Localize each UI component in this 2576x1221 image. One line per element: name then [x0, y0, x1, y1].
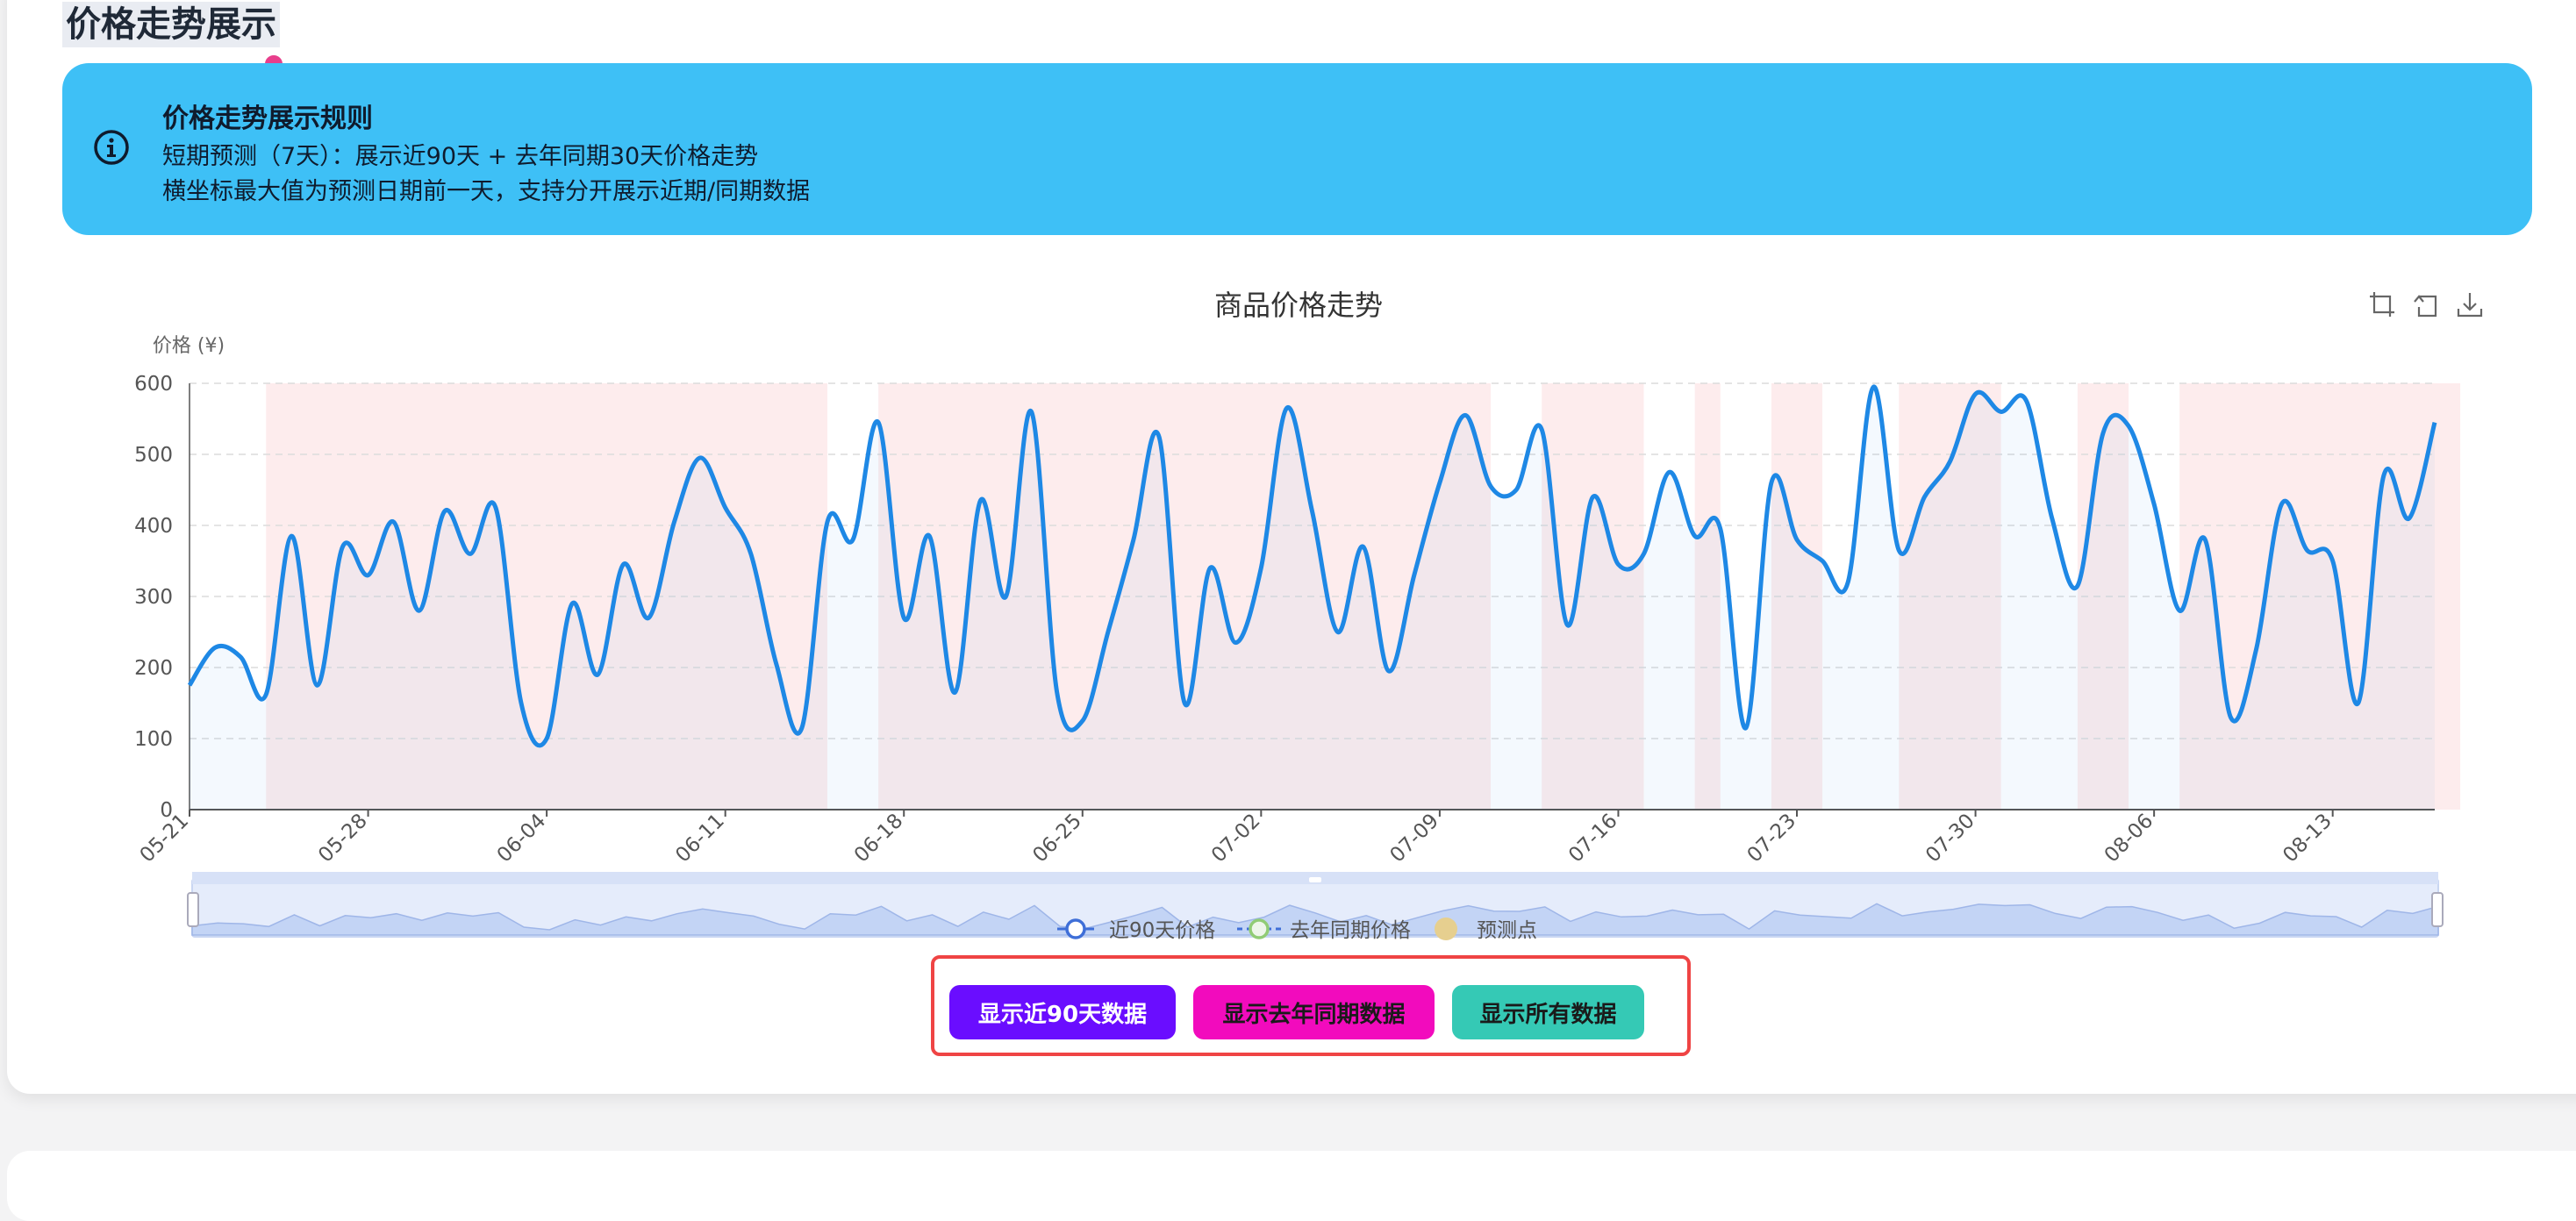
x-tick-label: 06-25	[1028, 810, 1086, 868]
zoom-select-tool[interactable]	[2367, 289, 2397, 319]
chart-legend: 近90天价格 去年同期价格 预测点	[1057, 918, 1537, 942]
datazoom-left-handle[interactable]	[187, 892, 199, 927]
chart-title: 商品价格走势	[1213, 289, 1383, 322]
info-title: 价格走势展示规则	[162, 104, 373, 134]
page-title: 价格走势展示	[62, 2, 280, 47]
crop-icon	[2370, 292, 2394, 317]
price-line-series	[187, 384, 2437, 748]
datazoom-top-handle[interactable]	[1309, 877, 1321, 882]
info-icon	[94, 130, 129, 165]
x-tick-label: 07-02	[1207, 810, 1265, 868]
info-rule-line-2: 横坐标最大值为预测日期前一天，支持分开展示近期/同期数据	[162, 178, 811, 205]
legend-item-forecast[interactable]: 预测点	[1435, 918, 1537, 942]
legend-label-last-year: 去年同期价格	[1290, 919, 1411, 942]
datazoom-preview-area	[191, 903, 2439, 936]
x-tick-label: 08-06	[2100, 810, 2158, 868]
x-tick-label: 06-04	[493, 810, 551, 868]
datazoom-slider[interactable]	[187, 872, 2444, 938]
save-image-tool[interactable]	[2455, 289, 2485, 319]
x-tick-label: 08-13	[2279, 810, 2336, 868]
y-tick-label: 0	[160, 799, 173, 822]
y-tick-label: 100	[134, 728, 173, 751]
legend-item-recent[interactable]: 近90天价格	[1057, 918, 1215, 942]
price-area	[190, 386, 2435, 810]
y-tick-label: 300	[134, 586, 173, 609]
download-icon	[2457, 293, 2483, 318]
show-recent-90-days-button[interactable]: 显示近90天数据	[949, 985, 1176, 1039]
y-tick-label: 200	[134, 657, 173, 680]
x-tick-label: 07-09	[1385, 810, 1443, 868]
y-axis-label: 价格 (¥)	[153, 335, 225, 357]
x-tick-label: 07-16	[1564, 810, 1622, 868]
x-tick-label: 07-30	[1921, 810, 1979, 868]
zoom-reset-tool[interactable]	[2411, 289, 2441, 319]
y-tick-label: 400	[134, 515, 173, 538]
data-toggle-button-group: 显示近90天数据 显示去年同期数据 显示所有数据	[931, 955, 1691, 1056]
y-tick-label: 600	[134, 373, 173, 396]
legend-label-forecast: 预测点	[1477, 919, 1537, 942]
y-tick-label: 500	[134, 444, 173, 467]
x-tick-label: 07-23	[1743, 810, 1801, 868]
legend-label-recent: 近90天价格	[1109, 919, 1215, 942]
show-all-data-button[interactable]: 显示所有数据	[1452, 985, 1644, 1039]
show-last-year-button[interactable]: 显示去年同期数据	[1193, 985, 1435, 1039]
x-tick-label: 06-18	[850, 810, 908, 868]
x-tick-label: 05-28	[314, 810, 372, 868]
info-rule-line-1: 短期预测（7天）：展示近90天 + 去年同期30天价格走势	[162, 143, 759, 170]
legend-item-last-year[interactable]: 去年同期价格	[1237, 918, 1411, 942]
datazoom-right-handle[interactable]	[2431, 892, 2444, 927]
info-banner: 价格走势展示规则 短期预测（7天）：展示近90天 + 去年同期30天价格走势 横…	[62, 63, 2532, 235]
x-tick-label: 06-11	[671, 810, 729, 868]
undo-icon	[2414, 295, 2437, 318]
